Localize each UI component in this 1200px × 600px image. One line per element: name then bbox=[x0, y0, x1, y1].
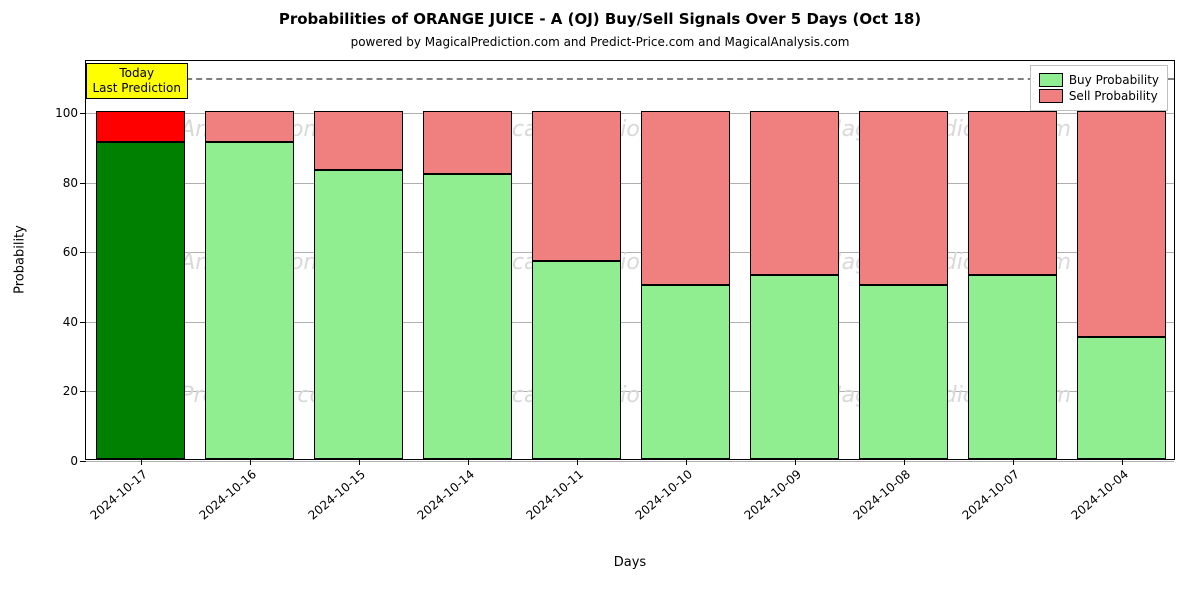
legend-label: Buy Probability bbox=[1069, 73, 1159, 87]
xtick-label: 2024-10-08 bbox=[850, 467, 912, 523]
buy-bar bbox=[641, 285, 730, 459]
buy-bar bbox=[750, 275, 839, 459]
sell-bar bbox=[1077, 111, 1166, 337]
xtick-mark bbox=[468, 459, 469, 465]
x-axis-label: Days bbox=[85, 555, 1175, 570]
chart-title: Probabilities of ORANGE JUICE - A (OJ) B… bbox=[0, 10, 1200, 28]
legend: Buy Probability Sell Probability bbox=[1030, 65, 1168, 111]
xtick-label: 2024-10-15 bbox=[305, 467, 367, 523]
xtick-label: 2024-10-17 bbox=[87, 467, 149, 523]
xtick-label: 2024-10-16 bbox=[196, 467, 258, 523]
buy-bar bbox=[1077, 337, 1166, 459]
buy-bar bbox=[205, 142, 294, 459]
today-annotation: TodayLast Prediction bbox=[86, 63, 188, 99]
buy-bar bbox=[423, 174, 512, 459]
sell-bar bbox=[205, 111, 294, 142]
xtick-mark bbox=[141, 459, 142, 465]
sell-bar bbox=[423, 111, 512, 174]
xtick-label: 2024-10-07 bbox=[959, 467, 1021, 523]
legend-label: Sell Probability bbox=[1069, 89, 1158, 103]
ytick-label: 100 bbox=[55, 106, 86, 120]
buy-bar bbox=[314, 170, 403, 459]
sell-bar bbox=[532, 111, 621, 261]
sell-bar bbox=[859, 111, 948, 285]
xtick-mark bbox=[686, 459, 687, 465]
xtick-mark bbox=[904, 459, 905, 465]
xtick-label: 2024-10-04 bbox=[1068, 467, 1130, 523]
xtick-mark bbox=[1013, 459, 1014, 465]
plot-area: 020406080100MagicalAnalysis.comMagicalPr… bbox=[85, 60, 1175, 460]
reference-dashline bbox=[86, 78, 1174, 80]
xtick-label: 2024-10-11 bbox=[523, 467, 585, 523]
chart-subtitle: powered by MagicalPrediction.com and Pre… bbox=[0, 35, 1200, 49]
ytick-label: 20 bbox=[63, 384, 86, 398]
ytick-label: 0 bbox=[70, 454, 86, 468]
buy-bar bbox=[968, 275, 1057, 459]
sell-bar bbox=[750, 111, 839, 274]
sell-bar bbox=[968, 111, 1057, 274]
xtick-mark bbox=[577, 459, 578, 465]
sell-bar bbox=[96, 111, 185, 142]
sell-bar bbox=[314, 111, 403, 170]
ytick-label: 40 bbox=[63, 315, 86, 329]
xtick-mark bbox=[795, 459, 796, 465]
legend-swatch bbox=[1039, 89, 1063, 103]
buy-bar bbox=[532, 261, 621, 459]
buy-bar bbox=[96, 142, 185, 459]
buy-bar bbox=[859, 285, 948, 459]
ytick-label: 60 bbox=[63, 245, 86, 259]
sell-bar bbox=[641, 111, 730, 285]
xtick-mark bbox=[359, 459, 360, 465]
legend-swatch bbox=[1039, 73, 1063, 87]
y-axis-label: Probability bbox=[13, 200, 28, 320]
xtick-label: 2024-10-10 bbox=[632, 467, 694, 523]
chart-container: Probabilities of ORANGE JUICE - A (OJ) B… bbox=[0, 0, 1200, 600]
xtick-label: 2024-10-09 bbox=[741, 467, 803, 523]
ytick-label: 80 bbox=[63, 176, 86, 190]
xtick-mark bbox=[1122, 459, 1123, 465]
annotation-line: Today bbox=[93, 66, 181, 81]
legend-item: Buy Probability bbox=[1039, 73, 1159, 87]
xtick-mark bbox=[250, 459, 251, 465]
annotation-line: Last Prediction bbox=[93, 81, 181, 96]
legend-item: Sell Probability bbox=[1039, 89, 1159, 103]
xtick-label: 2024-10-14 bbox=[414, 467, 476, 523]
